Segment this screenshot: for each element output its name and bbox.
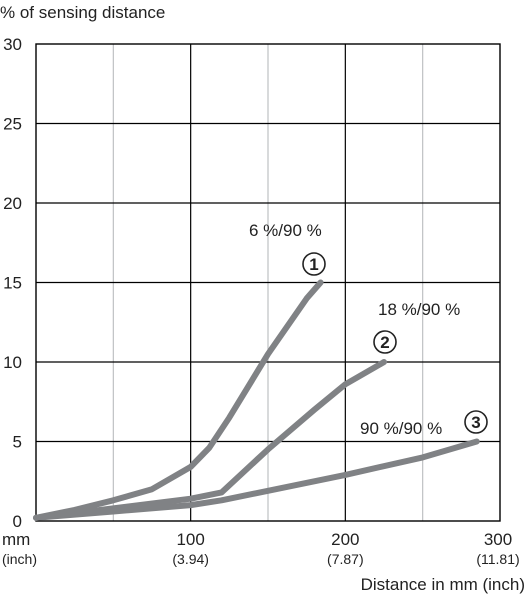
y-tick-label: 10 bbox=[3, 353, 22, 372]
series-6-90-line bbox=[33, 279, 324, 521]
curve-label: 90 %/90 % bbox=[360, 419, 442, 438]
x-axis-label: Distance in mm (inch) bbox=[361, 575, 525, 594]
y-tick-label: 25 bbox=[3, 115, 22, 134]
curve-label: 6 %/90 % bbox=[249, 221, 322, 240]
y-tick-label: 0 bbox=[13, 512, 22, 531]
x-tick-label: 300 bbox=[484, 530, 512, 549]
curve-marker-number: 1 bbox=[309, 255, 318, 274]
y-tick-label: 30 bbox=[3, 35, 22, 54]
x-tick-label: 100 bbox=[176, 530, 204, 549]
curve-marker-circle bbox=[302, 252, 326, 276]
x-unit-sub-label: (inch) bbox=[2, 551, 37, 567]
curve-marker-circle bbox=[464, 410, 488, 434]
curve-marker-circle bbox=[373, 330, 397, 354]
y-axis-label: % of sensing distance bbox=[0, 3, 165, 22]
grid bbox=[35, 43, 501, 522]
x-tick-sub-label: (11.81) bbox=[476, 551, 519, 567]
y-tick-label: 15 bbox=[3, 274, 22, 293]
series-18-90-line bbox=[33, 359, 387, 521]
y-tick-label: 5 bbox=[13, 433, 22, 452]
curve-marker-number: 3 bbox=[471, 413, 480, 432]
curve-label: 18 %/90 % bbox=[378, 300, 460, 319]
x-unit-label: mm bbox=[2, 530, 30, 549]
x-tick-label: 200 bbox=[331, 530, 359, 549]
y-tick-label: 20 bbox=[3, 194, 22, 213]
x-tick-sub-label: (3.94) bbox=[172, 551, 209, 567]
plot-frame bbox=[35, 43, 501, 522]
labels: 0 5 10 15 20 25 30 % of sensing distance mm (inch… bbox=[0, 3, 525, 594]
curve-marker-number: 2 bbox=[380, 333, 389, 352]
series-90-90-line bbox=[33, 438, 480, 521]
series-group bbox=[33, 279, 480, 521]
x-tick-sub-label: (7.87) bbox=[327, 551, 364, 567]
